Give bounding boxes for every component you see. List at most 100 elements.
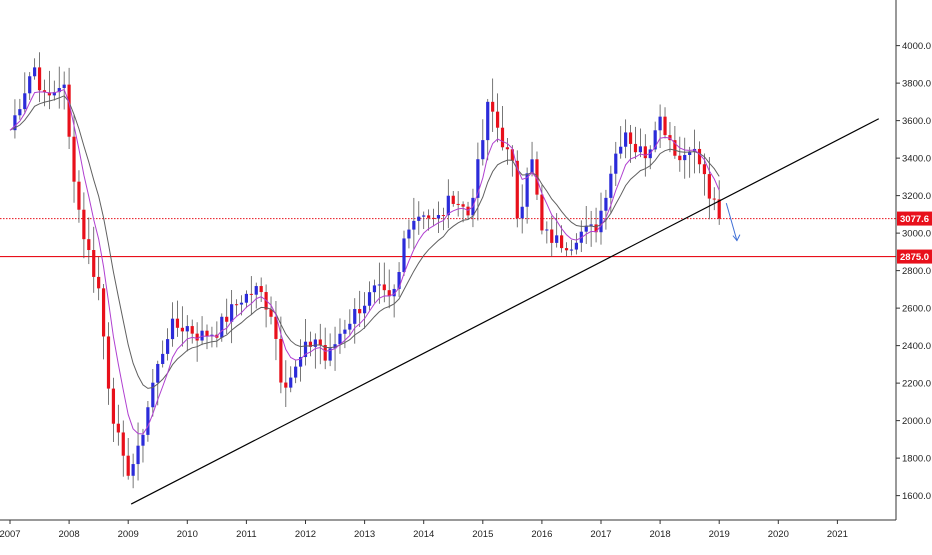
candle-down bbox=[500, 127, 505, 148]
candle-down bbox=[550, 229, 554, 243]
level-tag-label-0: 3077.6 bbox=[900, 214, 929, 225]
candle-up bbox=[530, 159, 534, 174]
candle-up bbox=[589, 224, 593, 226]
candle-up bbox=[239, 302, 244, 305]
y-tick-label-9: 3400.0 bbox=[902, 154, 931, 165]
candle-down bbox=[274, 316, 278, 339]
candle-up bbox=[520, 206, 524, 219]
candle-up bbox=[688, 151, 692, 155]
candle-up bbox=[417, 216, 421, 221]
candle-up bbox=[220, 316, 224, 338]
candle-down bbox=[37, 67, 42, 91]
candle-up bbox=[151, 382, 155, 408]
candle-up bbox=[52, 92, 56, 96]
candle-down bbox=[712, 198, 716, 200]
candle-up bbox=[348, 323, 352, 330]
candle-down bbox=[72, 136, 76, 182]
candle-up bbox=[57, 88, 61, 93]
candle-down bbox=[121, 432, 125, 456]
candle-up bbox=[170, 318, 175, 340]
ema-slow-line bbox=[9, 95, 720, 389]
candle-down bbox=[678, 155, 682, 161]
candle-down bbox=[451, 195, 455, 204]
candle-down bbox=[195, 333, 199, 341]
candle-up bbox=[166, 339, 170, 354]
candle-down bbox=[318, 339, 322, 346]
candle-up bbox=[436, 215, 441, 219]
candle-up bbox=[392, 288, 396, 297]
y-tick-label-3: 2200.0 bbox=[902, 379, 931, 390]
x-tick-label-7: 2014 bbox=[413, 529, 434, 540]
candle-up bbox=[298, 357, 303, 367]
candle-down bbox=[175, 318, 180, 328]
candle-down bbox=[535, 159, 539, 195]
candle-down bbox=[92, 250, 96, 277]
level-tag-1 bbox=[897, 249, 932, 264]
candle-down bbox=[101, 288, 106, 337]
x-tick-label-14: 2021 bbox=[827, 529, 848, 540]
candle-up bbox=[545, 229, 549, 231]
candle-down bbox=[707, 174, 711, 199]
candle-up bbox=[141, 434, 145, 446]
candle-down bbox=[461, 204, 465, 207]
candle-up bbox=[653, 130, 657, 150]
candle-down bbox=[382, 284, 386, 291]
candle-up bbox=[525, 173, 529, 207]
candle-up bbox=[412, 220, 416, 230]
candle-up bbox=[638, 146, 642, 153]
candle-down bbox=[259, 286, 263, 293]
candle-down bbox=[505, 147, 510, 150]
candle-up bbox=[584, 225, 588, 232]
candle-up bbox=[28, 76, 32, 94]
candle-down bbox=[323, 345, 327, 361]
candle-down bbox=[491, 101, 495, 112]
candle-up bbox=[294, 366, 298, 378]
candle-up bbox=[13, 115, 17, 131]
candle-up bbox=[23, 93, 27, 110]
y-tick-label-5: 2600.0 bbox=[902, 304, 931, 315]
x-tick-label-1: 2008 bbox=[59, 529, 80, 540]
x-tick-label-9: 2016 bbox=[531, 529, 552, 540]
candle-down bbox=[466, 206, 470, 216]
x-tick-label-11: 2018 bbox=[650, 529, 671, 540]
candle-up bbox=[230, 304, 234, 322]
candle-down bbox=[234, 304, 239, 306]
candle-up bbox=[289, 377, 293, 388]
candle-down bbox=[633, 143, 638, 153]
candle-up bbox=[146, 407, 150, 435]
candle-up bbox=[367, 292, 372, 306]
candle-down bbox=[205, 330, 209, 337]
candle-up bbox=[422, 215, 426, 217]
candle-up bbox=[343, 329, 347, 334]
candle-up bbox=[338, 333, 342, 345]
candle-up bbox=[658, 116, 662, 131]
candle-up bbox=[446, 195, 450, 216]
x-tick-label-4: 2011 bbox=[236, 529, 256, 540]
x-tick-label-3: 2010 bbox=[177, 529, 198, 540]
candle-down bbox=[510, 149, 514, 161]
candle-down bbox=[673, 140, 677, 156]
candle-up bbox=[397, 272, 401, 289]
candle-down bbox=[47, 92, 51, 96]
candle-up bbox=[609, 173, 613, 198]
candle-down bbox=[284, 382, 288, 388]
y-tick-label-2: 2000.0 bbox=[902, 416, 931, 427]
candle-up bbox=[313, 339, 317, 347]
candle-down bbox=[427, 215, 431, 218]
y-tick-label-11: 3800.0 bbox=[902, 79, 931, 90]
candle-up bbox=[614, 153, 618, 174]
candle-up bbox=[599, 210, 603, 233]
candle-down bbox=[358, 309, 362, 314]
candle-down bbox=[106, 336, 111, 389]
candle-down bbox=[279, 338, 283, 383]
candle-down bbox=[190, 326, 194, 334]
candle-up bbox=[555, 235, 559, 243]
candle-up bbox=[254, 286, 258, 295]
candle-up bbox=[402, 238, 406, 273]
candle-up bbox=[569, 249, 574, 251]
candle-down bbox=[663, 116, 667, 136]
candle-up bbox=[363, 305, 367, 314]
